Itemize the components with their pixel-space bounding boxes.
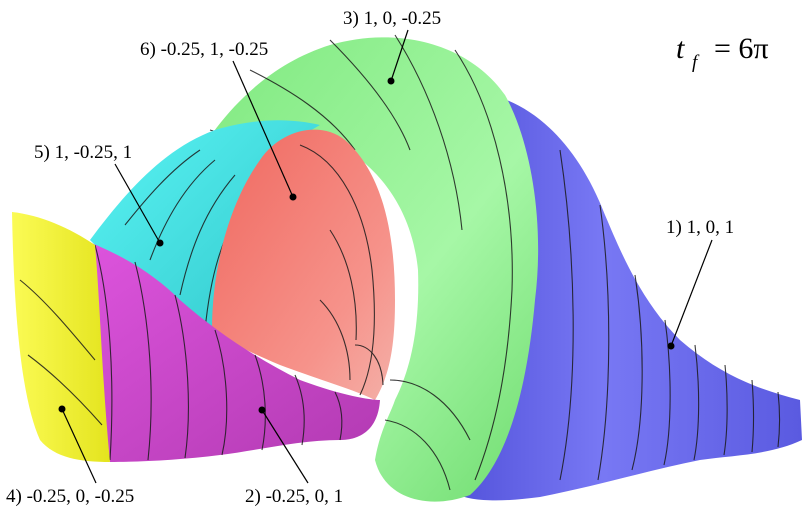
leader-surface-3 bbox=[390, 29, 409, 82]
final-time-annotation: t f = 6π bbox=[676, 32, 769, 73]
label-surface-1: 1) 1, 0, 1 bbox=[666, 217, 734, 238]
leader-surface-5 bbox=[114, 163, 161, 244]
leader-surface-1 bbox=[670, 239, 713, 347]
time-value: = 6π bbox=[714, 32, 769, 65]
marker-surface-5 bbox=[156, 239, 164, 247]
label-surface-6: 6) -0.25, 1, -0.25 bbox=[140, 39, 268, 60]
label-surface-2: 2) -0.25, 0, 1 bbox=[245, 486, 343, 507]
leader-surface-4 bbox=[61, 408, 97, 484]
marker-surface-4 bbox=[58, 405, 66, 413]
label-surface-4: 4) -0.25, 0, -0.25 bbox=[6, 486, 134, 507]
surface-4-yellow bbox=[12, 212, 110, 462]
marker-surface-2 bbox=[258, 406, 266, 414]
surface-3-green bbox=[175, 34, 539, 502]
marker-surface-6 bbox=[289, 193, 297, 201]
leader-surface-2 bbox=[261, 409, 309, 484]
label-surface-5: 5) 1, -0.25, 1 bbox=[34, 142, 132, 163]
surface-6-red bbox=[212, 129, 395, 400]
time-symbol: t bbox=[676, 32, 685, 65]
surface-labels: 3) 1, 0, -0.25 6) -0.25, 1, -0.25 5) 1, … bbox=[6, 8, 734, 507]
marker-surface-1 bbox=[667, 342, 675, 350]
time-subscript: f bbox=[692, 52, 700, 73]
leader-surface-6 bbox=[232, 60, 294, 198]
surface-2-magenta bbox=[40, 225, 380, 462]
marker-surface-3 bbox=[387, 77, 395, 85]
label-surface-3: 3) 1, 0, -0.25 bbox=[343, 8, 441, 29]
